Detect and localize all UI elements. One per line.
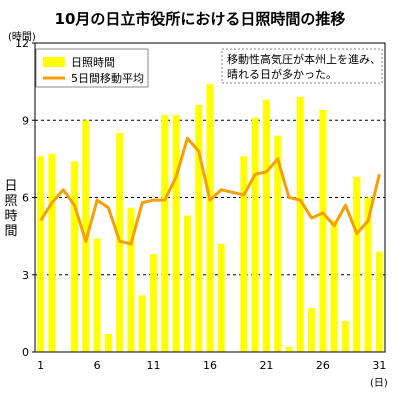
bar-series — [37, 84, 383, 353]
x-tick-label: 26 — [316, 359, 330, 372]
y-axis-label-char: 間 — [4, 224, 17, 239]
bar — [93, 238, 101, 352]
legend: 日照時間 5日間移動平均 — [35, 48, 149, 88]
bar — [330, 220, 338, 352]
bar — [364, 197, 372, 352]
bar — [353, 176, 361, 352]
legend-line-label: 5日間移動平均 — [71, 71, 144, 85]
y-tick-label: 0 — [22, 346, 29, 359]
legend-box — [35, 48, 149, 88]
y-axis-label-char: 日 — [4, 179, 17, 194]
annotation-line-2: 晴れる日が多かった。 — [227, 67, 337, 81]
annotation-box — [221, 48, 383, 84]
x-tick-label: 21 — [259, 359, 273, 372]
bar — [274, 135, 282, 352]
legend-bar-label: 日照時間 — [71, 56, 115, 69]
bar — [127, 207, 135, 352]
y-tick-label: 6 — [22, 192, 29, 205]
y-tick-label: 3 — [22, 269, 29, 282]
bar — [48, 153, 56, 352]
bar — [161, 115, 169, 352]
bar — [375, 251, 383, 352]
y-axis-label-char: 照 — [4, 194, 17, 209]
x-tick-label: 16 — [203, 359, 217, 372]
bar — [251, 117, 259, 352]
bar — [308, 308, 316, 352]
bar — [37, 156, 45, 352]
bar — [341, 321, 349, 352]
x-tick-label: 11 — [147, 359, 161, 372]
x-tick-label: 31 — [372, 359, 386, 372]
moving-average-line — [39, 136, 381, 246]
bar — [71, 161, 79, 352]
x-axis-unit: (日) — [370, 378, 388, 389]
chart-title: 10月の日立市役所における日照時間の推移 — [54, 10, 346, 28]
x-tick-label: 6 — [94, 359, 101, 372]
bar — [172, 115, 180, 352]
bar — [217, 243, 225, 352]
x-tick-label: 1 — [37, 359, 44, 372]
bar — [138, 295, 146, 352]
annotation-line-1: 移動性高気圧が本州上を進み、 — [227, 52, 381, 66]
legend-bar-swatch — [43, 57, 65, 67]
bar — [296, 97, 304, 352]
bar — [262, 99, 270, 353]
y-tick-label: 12 — [15, 37, 29, 50]
y-tick-label: 9 — [22, 114, 29, 127]
bar — [319, 109, 327, 352]
bar — [206, 84, 214, 352]
y-axis-label-char: 時 — [4, 209, 17, 224]
bar — [285, 346, 293, 352]
bar — [195, 104, 203, 352]
bar — [150, 254, 158, 352]
bar — [183, 215, 191, 352]
y-axis-label: 日照時間 — [4, 179, 17, 239]
annotation: 移動性高気圧が本州上を進み、 晴れる日が多かった。 — [221, 48, 383, 84]
line-series — [39, 136, 381, 246]
y-axis-unit: (時間) — [8, 31, 36, 43]
bar — [104, 333, 112, 352]
bar — [240, 156, 248, 352]
axes — [32, 42, 386, 353]
